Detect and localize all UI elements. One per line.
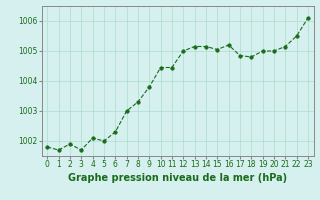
X-axis label: Graphe pression niveau de la mer (hPa): Graphe pression niveau de la mer (hPa) <box>68 173 287 183</box>
